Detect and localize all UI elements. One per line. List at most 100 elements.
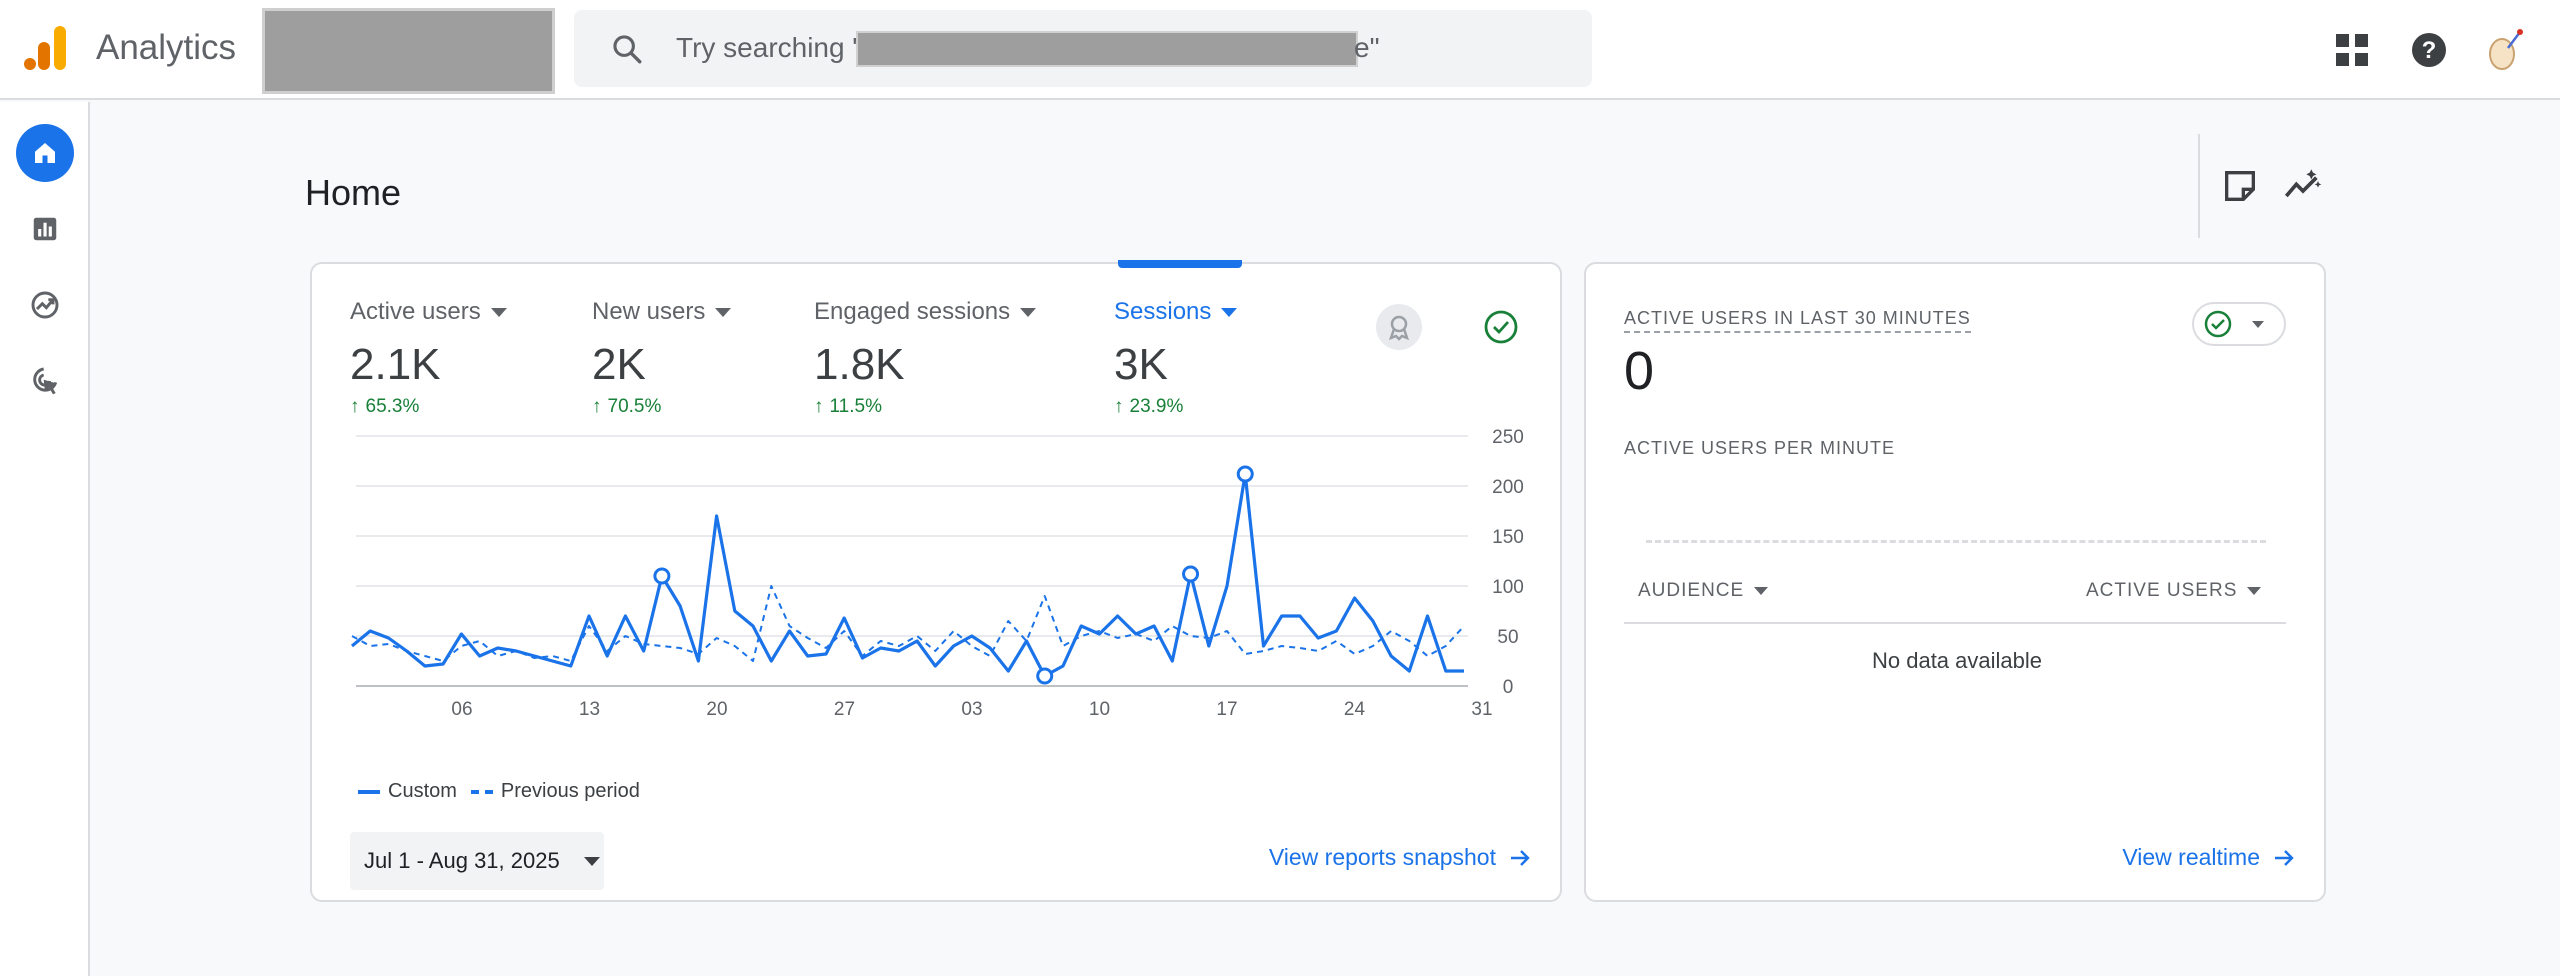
metric-value: 2.1K <box>350 340 441 389</box>
arrow-up-icon: ↑ <box>1114 396 1124 417</box>
explore-icon <box>31 291 59 319</box>
y-tick-label: 100 <box>1492 577 1524 598</box>
app-title: Analytics <box>96 28 237 67</box>
caret-down-icon <box>490 307 507 317</box>
chart-legend: Custom Previous period <box>358 780 640 803</box>
y-tick-label: 0 <box>1503 677 1514 698</box>
x-tick-label: 31 <box>1471 699 1492 720</box>
active-users-column-header[interactable]: ACTIVE USERS <box>2086 580 2262 602</box>
advertising-icon <box>33 367 58 395</box>
caret-down-icon <box>1020 307 1037 317</box>
audience-column-header[interactable]: AUDIENCE <box>1638 580 1769 602</box>
realtime-status-dropdown[interactable] <box>2192 302 2286 346</box>
caret-down-icon <box>1754 587 1769 595</box>
nav-reports[interactable] <box>16 200 74 258</box>
y-tick-label: 250 <box>1492 427 1524 448</box>
metric-label: Sessions <box>1114 298 1212 325</box>
arrow-right-icon <box>2275 849 2294 866</box>
metric-active-users[interactable]: Active users 2.1K ↑ 65.3% <box>350 298 507 418</box>
sessions-line-chart[interactable]: 0 50 100 150 200 250 06 13 20 27 03 10 17 24 31 Jul Aug <box>312 424 1564 724</box>
per-minute-bars <box>1646 540 2266 544</box>
account-selector-redacted[interactable] <box>262 8 555 94</box>
help-icon[interactable]: ? <box>2407 28 2451 72</box>
y-tick-label: 150 <box>1492 527 1524 548</box>
metric-value: 2K <box>592 340 646 389</box>
x-month-label: Jul <box>450 722 474 724</box>
metric-engaged-sessions[interactable]: Engaged sessions 1.8K ↑ 11.5% <box>814 298 1037 418</box>
metric-new-users[interactable]: New users 2K ↑ 70.5% <box>592 298 732 418</box>
metric-change: 70.5% <box>607 396 662 417</box>
reports-icon <box>33 217 57 241</box>
metric-value: 1.8K <box>814 340 905 389</box>
y-tick-label: 50 <box>1497 627 1518 648</box>
page-title: Home <box>305 172 402 213</box>
data-quality-check-icon[interactable] <box>1478 304 1524 350</box>
search-icon <box>613 35 642 64</box>
metric-label: New users <box>592 298 706 325</box>
arrow-up-icon: ↑ <box>814 396 824 417</box>
data-point-marker <box>1236 465 1254 483</box>
nav-explore[interactable] <box>16 276 74 334</box>
data-point-marker <box>1182 565 1200 583</box>
search-placeholder: Try searching " <box>676 32 863 63</box>
x-tick-label: 24 <box>1344 699 1366 720</box>
realtime-title[interactable]: ACTIVE USERS IN LAST 30 MINUTES <box>1624 308 1971 333</box>
metric-change: 23.9% <box>1129 396 1184 417</box>
metric-value: 3K <box>1114 340 1168 389</box>
series-line-custom <box>350 472 1464 678</box>
date-range-button[interactable]: Jul 1 - Aug 31, 2025 <box>350 832 604 890</box>
arrow-up-icon: ↑ <box>592 396 602 417</box>
data-point-marker <box>1036 667 1054 685</box>
top-bar: Analytics Try searching " e" ? <box>0 0 2560 100</box>
legend-item-previous-period: Previous period <box>470 780 640 803</box>
x-month-label: Aug <box>955 722 989 724</box>
ribbon-award-icon[interactable] <box>1376 304 1422 350</box>
search-bar[interactable]: Try searching " e" <box>574 10 1592 87</box>
series-line-previous-period <box>351 585 1465 662</box>
x-tick-label: 06 <box>451 699 472 720</box>
selected-metric-indicator <box>1118 260 1242 268</box>
y-tick-label: 200 <box>1492 477 1524 498</box>
no-data-message: No data available <box>1871 648 2042 673</box>
caret-down-icon <box>715 307 732 317</box>
x-tick-label: 03 <box>961 699 982 720</box>
check-circle-icon <box>2204 310 2232 338</box>
left-nav-rail <box>0 102 90 976</box>
search-placeholder-end: e" <box>1354 32 1380 63</box>
analytics-logo-icon[interactable] <box>24 24 68 72</box>
realtime-subtitle: ACTIVE USERS PER MINUTE <box>1624 438 1896 458</box>
caret-down-icon <box>2252 321 2264 328</box>
insights-icon[interactable] <box>2283 166 2323 206</box>
x-tick-label: 10 <box>1089 699 1110 720</box>
date-range-label: Jul 1 - Aug 31, 2025 <box>364 848 560 873</box>
metric-sessions[interactable]: Sessions 3K ↑ 23.9% <box>1114 298 1238 418</box>
metric-label: Engaged sessions <box>814 298 1011 325</box>
caret-down-icon <box>2247 587 2262 595</box>
caret-down-icon <box>583 856 600 866</box>
search-example-redacted <box>856 31 1358 67</box>
table-divider <box>1624 622 2286 624</box>
arrow-right-icon <box>1511 849 1530 866</box>
arrow-up-icon: ↑ <box>350 396 360 417</box>
header-divider <box>2198 134 2200 238</box>
legend-item-custom: Custom <box>358 780 457 803</box>
view-reports-snapshot-link[interactable]: View reports snapshot <box>1269 844 1532 871</box>
metric-change: 65.3% <box>365 396 420 417</box>
view-realtime-link[interactable]: View realtime <box>2122 844 2296 871</box>
realtime-value: 0 <box>1624 341 1655 401</box>
caret-down-icon <box>1221 307 1238 317</box>
realtime-card: ACTIVE USERS IN LAST 30 MINUTES 0 ACTIVE… <box>1584 262 2326 902</box>
nav-home[interactable] <box>16 124 74 182</box>
svg-text:?: ? <box>2422 37 2437 64</box>
x-tick-label: 17 <box>1216 699 1237 720</box>
apps-grid-icon[interactable] <box>2330 28 2374 72</box>
x-tick-label: 27 <box>834 699 855 720</box>
metric-label: Active users <box>350 298 481 325</box>
x-tick-label: 13 <box>579 699 600 720</box>
home-icon <box>35 143 55 163</box>
notes-icon[interactable] <box>2220 166 2260 206</box>
nav-advertising[interactable] <box>16 352 74 410</box>
data-point-marker <box>653 567 671 585</box>
x-tick-label: 20 <box>706 699 727 720</box>
account-avatar-icon[interactable] <box>2482 28 2526 72</box>
